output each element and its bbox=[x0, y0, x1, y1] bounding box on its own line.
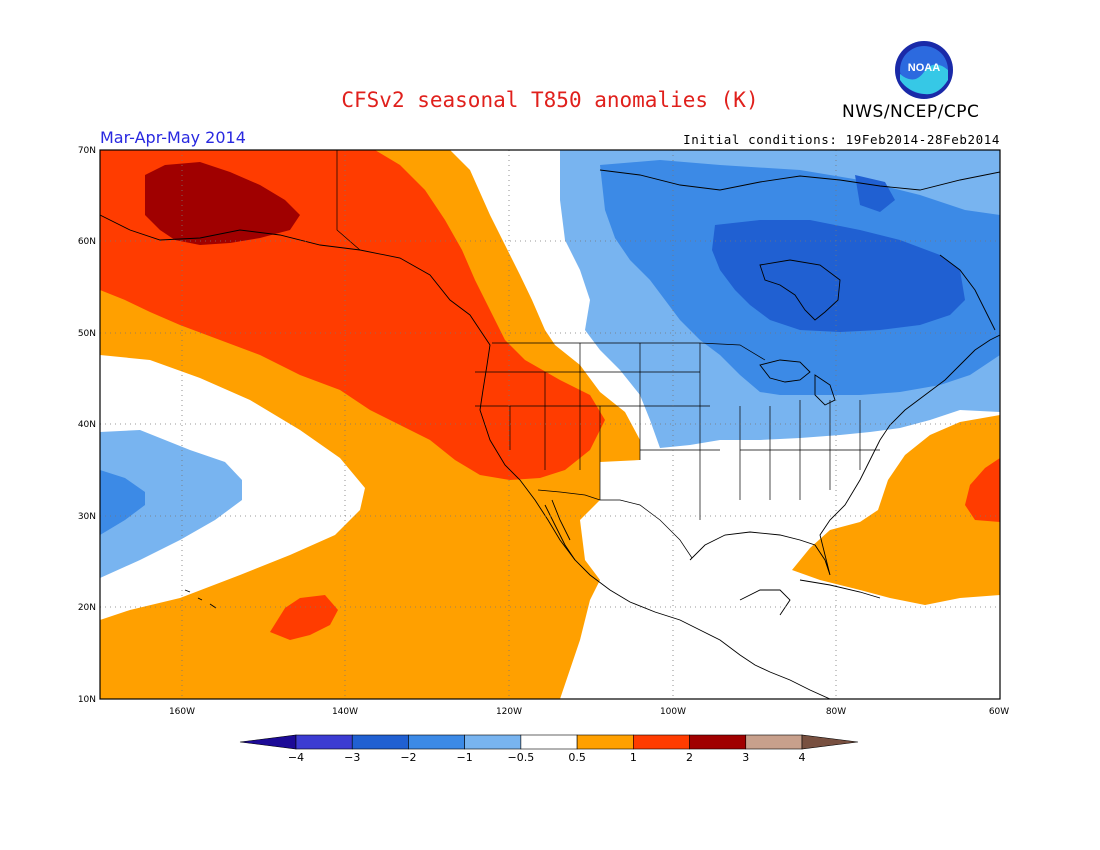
initial-conditions: Initial conditions: 19Feb2014-28Feb2014 bbox=[683, 132, 1000, 147]
colorbar-label: −1 bbox=[457, 751, 473, 764]
lon-label: 160W bbox=[169, 707, 195, 717]
coastline-hudson bbox=[759, 259, 841, 321]
chart-title: CFSv2 seasonal T850 anomalies (K) bbox=[341, 88, 759, 112]
lat-label: 50N bbox=[78, 329, 96, 339]
us-mexico-border bbox=[537, 489, 693, 559]
noaa-logo-text: NOAA bbox=[908, 62, 940, 74]
colorbar-swatch bbox=[689, 734, 747, 750]
colorbar: −4 −3 −2 −1 −0.5 0.5 1 2 3 4 bbox=[239, 734, 859, 764]
anomaly-region-darkblue-hudson bbox=[712, 220, 965, 332]
lon-label: 100W bbox=[660, 707, 686, 717]
lat-label: 30N bbox=[78, 512, 96, 522]
lon-label: 60W bbox=[989, 707, 1009, 717]
lon-label: 120W bbox=[496, 707, 522, 717]
graticule bbox=[100, 150, 1000, 699]
coastline-baja bbox=[544, 499, 576, 561]
coastline-arctic bbox=[599, 169, 1000, 191]
lat-label: 60N bbox=[78, 237, 96, 247]
anomaly-region-red-atlantic bbox=[965, 458, 1000, 522]
map-frame bbox=[99, 149, 1001, 700]
coastlines bbox=[100, 169, 1000, 699]
lat-label: 10N bbox=[78, 695, 96, 705]
colorbar-swatch bbox=[408, 734, 465, 750]
colorbar-swatch bbox=[295, 734, 353, 750]
lon-label: 140W bbox=[332, 707, 358, 717]
anomaly-region-lightblue-pacific bbox=[100, 430, 242, 578]
colorbar-swatch bbox=[576, 734, 634, 750]
anomaly-region-red-subtropics bbox=[270, 595, 338, 640]
lon-labels: 160W 140W 120W 100W 80W 60W bbox=[169, 707, 1009, 717]
season-label: Mar-Apr-May 2014 bbox=[100, 128, 246, 147]
state-borders bbox=[475, 343, 880, 520]
colorbar-label: 4 bbox=[799, 751, 806, 764]
colorbar-label: 3 bbox=[742, 751, 749, 764]
anomaly-field bbox=[100, 150, 1000, 699]
colorbar-swatch bbox=[801, 734, 859, 750]
colorbar-label: 2 bbox=[686, 751, 693, 764]
coastline-yucatan bbox=[739, 589, 791, 616]
anomaly-region-darkblue-canada-2 bbox=[855, 175, 895, 212]
colorbar-label: −2 bbox=[400, 751, 416, 764]
colorbar-swatch bbox=[633, 734, 690, 750]
anomaly-region-orange-atlantic bbox=[792, 415, 1000, 605]
colorbar-label: −4 bbox=[288, 751, 304, 764]
colorbar-swatch bbox=[520, 734, 578, 750]
coastline-labrador bbox=[939, 254, 996, 331]
lat-label: 70N bbox=[78, 146, 96, 156]
colorbar-swatch bbox=[351, 734, 409, 750]
colorbar-swatch bbox=[745, 734, 803, 750]
lon-label: 80W bbox=[826, 707, 846, 717]
colorbar-label: −3 bbox=[344, 751, 360, 764]
political-borders bbox=[336, 150, 880, 559]
lat-label: 20N bbox=[78, 603, 96, 613]
alaska-border bbox=[336, 150, 361, 251]
coastline-cuba bbox=[799, 579, 881, 599]
anomaly-region-blue-pacific bbox=[100, 470, 145, 535]
agency-label: NWS/NCEP/CPC bbox=[842, 102, 980, 122]
colorbar-label: 0.5 bbox=[568, 751, 586, 764]
colorbar-label: 1 bbox=[630, 751, 637, 764]
colorbar-swatch bbox=[464, 734, 522, 750]
coastline-gulf bbox=[689, 334, 1000, 576]
coastline-west bbox=[100, 214, 831, 699]
colorbar-label: −0.5 bbox=[508, 751, 535, 764]
anomaly-region-darkred-alaska bbox=[145, 162, 300, 245]
colorbar-swatch bbox=[239, 734, 297, 750]
lat-label: 40N bbox=[78, 420, 96, 430]
lat-labels: 70N 60N 50N 40N 30N 20N 10N bbox=[78, 146, 96, 705]
noaa-logo: NOAA bbox=[894, 40, 954, 104]
